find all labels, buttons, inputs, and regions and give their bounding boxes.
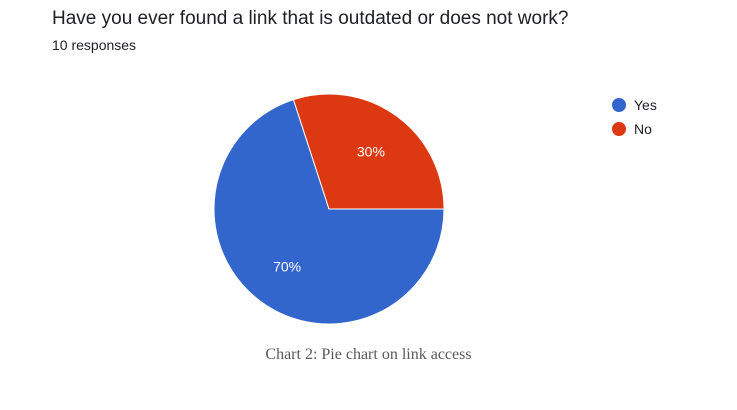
pie-slice-no[interactable] (292, 93, 445, 210)
legend-label-yes: Yes (634, 97, 657, 113)
legend-item-no[interactable]: No (612, 117, 657, 141)
figure-caption: Chart 2: Pie chart on link access (265, 346, 472, 363)
legend: Yes No (612, 93, 657, 141)
pie-slice-yes[interactable] (213, 98, 445, 325)
legend-label-no: No (634, 121, 652, 137)
chart-title: Have you ever found a link that is outda… (52, 8, 569, 29)
legend-item-yes[interactable]: Yes (612, 93, 657, 117)
legend-swatch-yes (612, 98, 626, 112)
response-count: 10 responses (52, 37, 137, 53)
pie-label-yes: 70% (273, 259, 301, 275)
legend-swatch-no (612, 122, 626, 136)
pie-label-no: 30% (357, 143, 385, 159)
